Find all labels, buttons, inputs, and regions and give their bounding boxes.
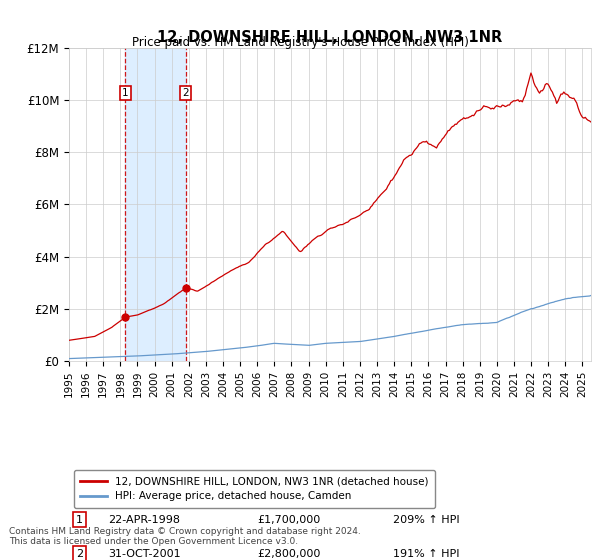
Text: 1: 1 [122,88,129,98]
Text: Contains HM Land Registry data © Crown copyright and database right 2024.
This d: Contains HM Land Registry data © Crown c… [9,526,361,546]
Text: Price paid vs. HM Land Registry's House Price Index (HPI): Price paid vs. HM Land Registry's House … [131,36,469,49]
Text: 22-APR-1998: 22-APR-1998 [108,515,180,525]
Text: 1: 1 [76,515,83,525]
Text: 2: 2 [182,88,189,98]
Text: 209% ↑ HPI: 209% ↑ HPI [392,515,459,525]
Bar [125,48,186,361]
Text: 2: 2 [76,549,83,559]
Text: 31-OCT-2001: 31-OCT-2001 [108,549,181,559]
Legend: 12, DOWNSHIRE HILL, LONDON, NW3 1NR (detached house), HPI: Average price, detach: 12, DOWNSHIRE HILL, LONDON, NW3 1NR (det… [74,470,434,507]
Title: 12, DOWNSHIRE HILL, LONDON, NW3 1NR: 12, DOWNSHIRE HILL, LONDON, NW3 1NR [157,30,503,45]
Text: £2,800,000: £2,800,000 [257,549,320,559]
Text: £1,700,000: £1,700,000 [257,515,320,525]
Text: 191% ↑ HPI: 191% ↑ HPI [392,549,459,559]
